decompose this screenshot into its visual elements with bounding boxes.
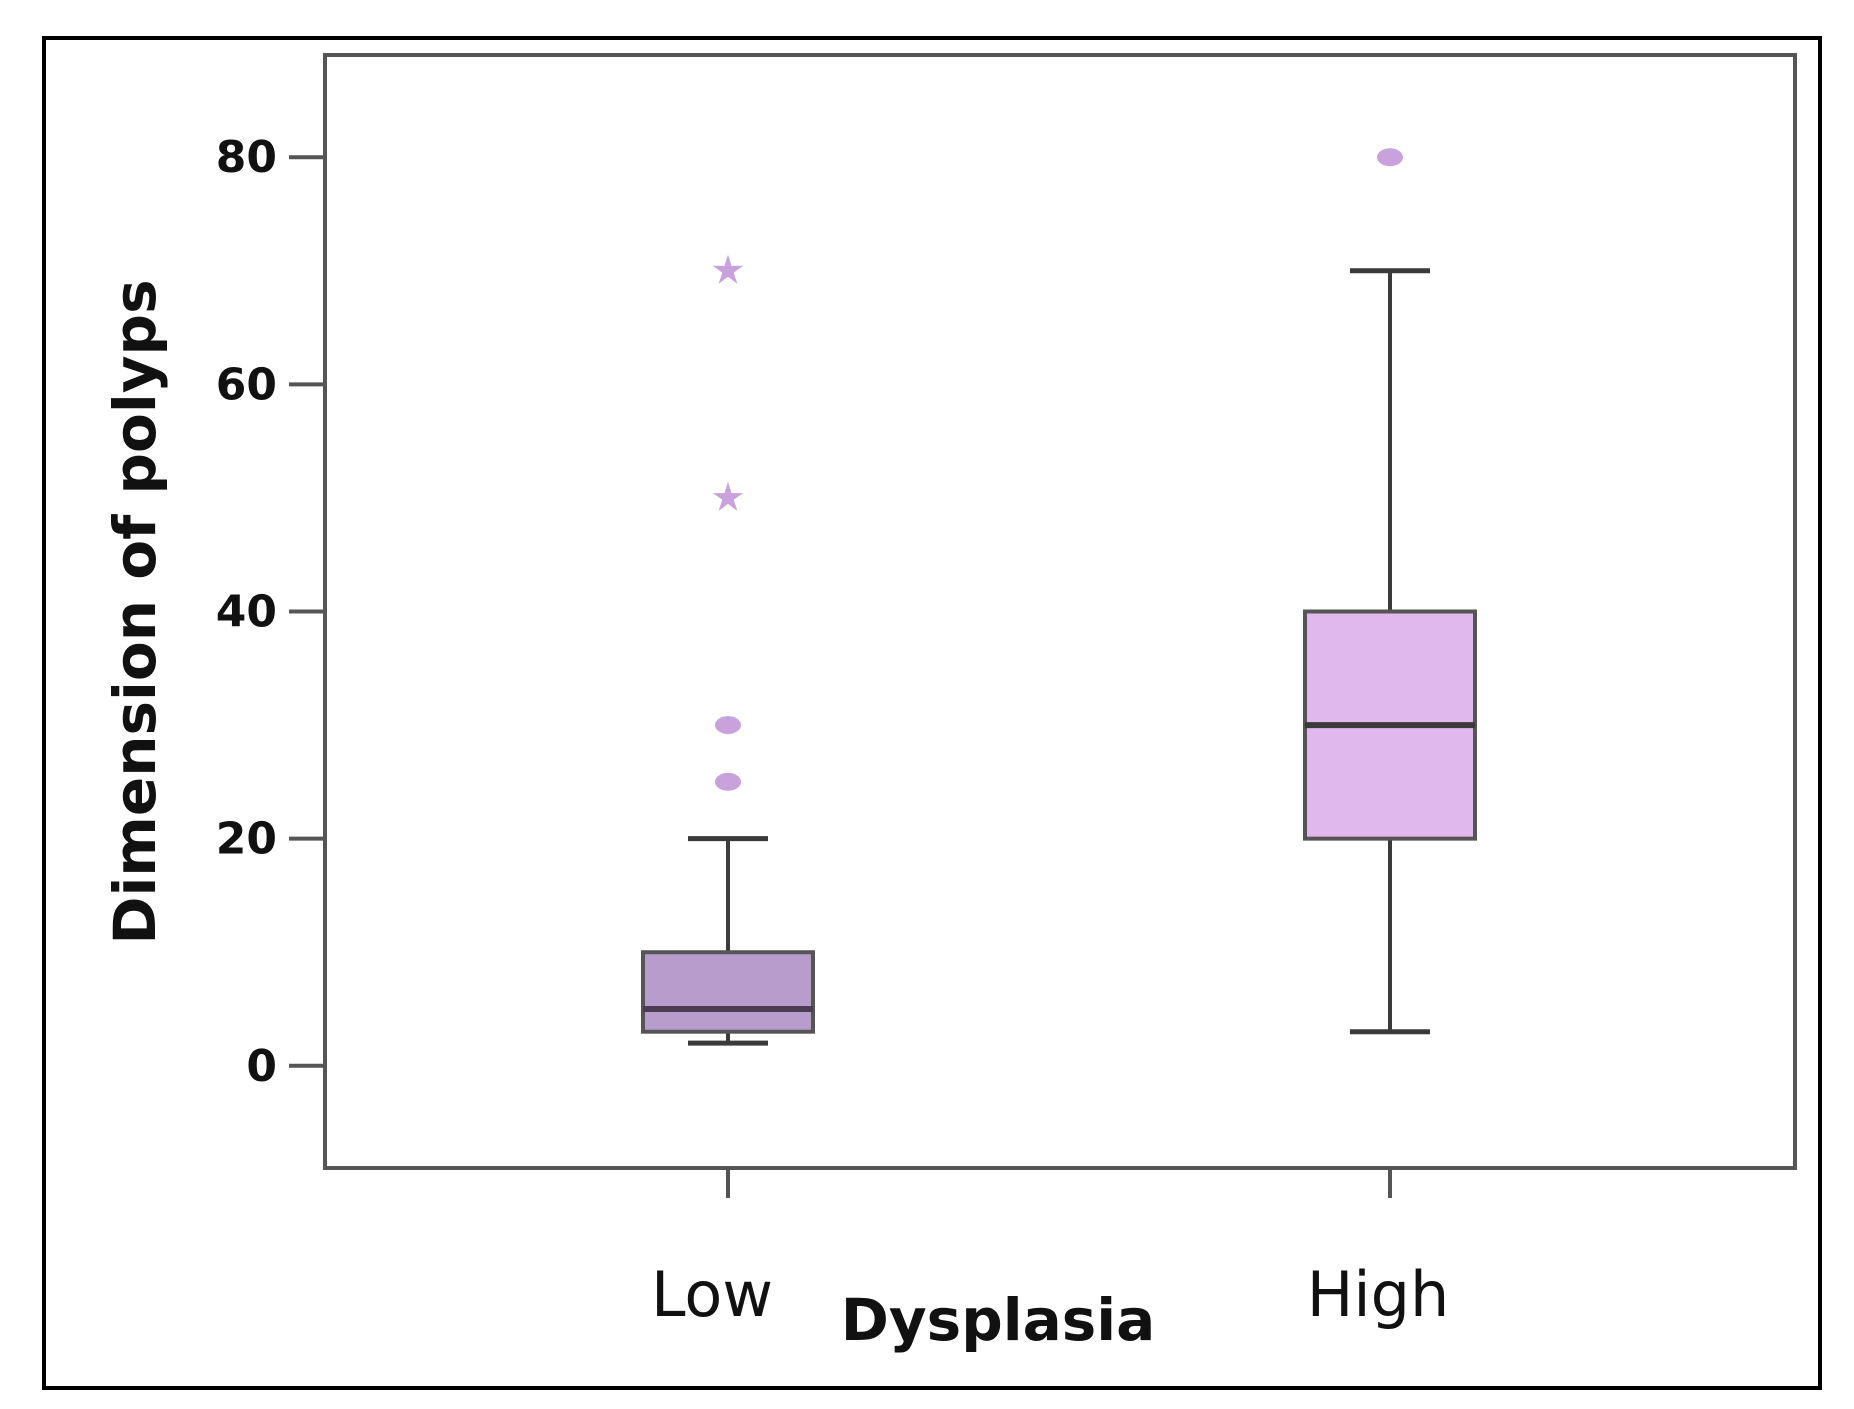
x-tick-label-low: Low: [651, 1258, 773, 1331]
outlier-point-low-25: [715, 772, 741, 791]
outlier-point-low-30: [715, 716, 741, 735]
y-tick-label-20: 20: [216, 814, 277, 865]
y-tick-label-40: 40: [216, 587, 277, 638]
x-tick-label-high: High: [1307, 1258, 1450, 1331]
outlier-point-high-80: [1377, 148, 1403, 167]
y-tick-label-80: 80: [216, 132, 277, 183]
extreme-point-low-70: [712, 254, 744, 284]
y-tick-label-0: 0: [246, 1041, 277, 1092]
y-tick-label-60: 60: [216, 359, 277, 410]
y-axis: 0 20 40 60 80: [216, 132, 325, 1092]
boxes: [641, 148, 1477, 1046]
iqr-box-low: [641, 950, 815, 1034]
y-axis-title: Dimension of polyps: [101, 279, 169, 944]
box-high: [1303, 148, 1477, 1035]
plot-area-frame: [323, 53, 1797, 1170]
box-low: [641, 254, 815, 1046]
x-axis: Low High: [651, 1168, 1449, 1331]
extreme-point-low-50: [712, 481, 744, 511]
x-axis-title: Dysplasia: [841, 1286, 1156, 1354]
